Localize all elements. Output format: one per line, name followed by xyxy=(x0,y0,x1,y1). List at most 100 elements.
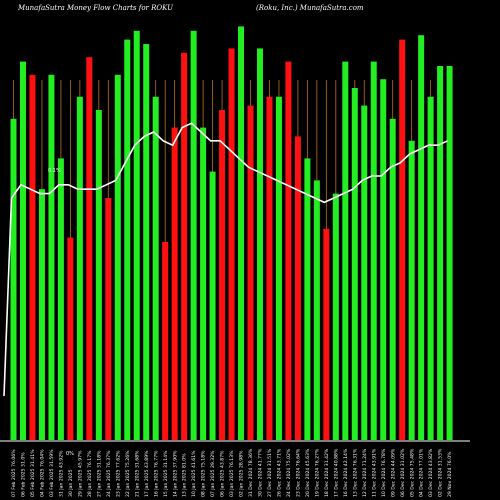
money-flow-bar xyxy=(219,110,226,440)
x-axis-label: 08 Jan 2025 75.18% xyxy=(201,450,207,497)
money-flow-bar xyxy=(304,158,311,440)
x-axis-label: 03 Dec 2024 43.82% xyxy=(428,448,434,497)
x-axis-label: 06 Jan 2025 43.87% xyxy=(220,450,226,497)
money-flow-bar xyxy=(48,74,55,441)
x-axis-label: 23 Jan 2025 77.62% xyxy=(115,450,121,497)
x-axis-label: 23 Dec 2024 76.64% xyxy=(296,448,302,497)
x-axis-label: 14 Jan 2025 37.90% xyxy=(172,450,178,497)
x-axis-label: 21 Jan 2025 31.68% xyxy=(134,450,140,497)
money-flow-bar xyxy=(181,52,188,441)
money-flow-bar xyxy=(95,110,102,440)
x-axis-label: 02 Jan 2025 28.98% xyxy=(239,450,245,497)
x-axis-label: 26 Dec 2024 43.71% xyxy=(277,448,283,497)
money-flow-bar xyxy=(446,66,453,440)
x-axis-label: 17 Jan 2025 43.89% xyxy=(144,450,150,497)
axis-label-bottom: 0% xyxy=(66,451,74,457)
x-axis-label: 19 Dec 2024 76.27% xyxy=(314,448,320,497)
x-axis-label: 27 Jan 2025 31.18% xyxy=(96,450,102,497)
money-flow-bar xyxy=(361,105,368,440)
money-flow-bar xyxy=(143,44,150,440)
chart-subtitle: (Roku, Inc.) MunafaSutra.com xyxy=(256,4,364,12)
money-flow-bar xyxy=(323,228,330,440)
money-flow-bar xyxy=(76,96,83,441)
money-flow-bar xyxy=(29,74,36,441)
money-flow-bar xyxy=(370,61,377,440)
x-axis-label: 12 Dec 2024 71.24% xyxy=(362,448,368,497)
x-axis-label: 03 Jan 2025 76.13% xyxy=(229,450,235,497)
x-axis-label: 09 Dec 2024 44.09% xyxy=(390,448,396,497)
x-axis-label: 16 Jan 2025 76.77% xyxy=(153,450,159,497)
x-axis-labels: 07 Feb 2025 76.06% 06 Feb 2025 31.0% 05 Fe… xyxy=(11,448,453,497)
x-axis-label: 28 Jan 2025 76.17% xyxy=(87,450,93,497)
x-axis-label: 31 Jan 2025 43.92% xyxy=(59,450,65,497)
x-axis-label: 18 Dec 2024 31.42% xyxy=(324,448,330,497)
x-axis-label: 30 Jan 2025 xyxy=(68,469,74,497)
money-flow-bar xyxy=(437,66,444,440)
money-flow-bar xyxy=(238,26,245,441)
money-flow-bar xyxy=(38,189,45,440)
x-axis-label: 15 Jan 2025 31.14% xyxy=(163,450,169,497)
money-flow-bar xyxy=(285,61,292,440)
chart-title: MunafaSutra Money Flow Charts for ROKU xyxy=(18,4,174,12)
x-axis-label: 07 Feb 2025 76.06% xyxy=(11,449,17,497)
x-axis-label: 13 Dec 2024 76.31% xyxy=(352,448,358,497)
money-flow-bar xyxy=(408,140,415,441)
money-flow-bar xyxy=(152,96,159,441)
money-flow-bar xyxy=(228,48,235,441)
money-flow-bar xyxy=(256,48,263,441)
x-axis-label: 13 Jan 2025 81.0% xyxy=(182,453,188,497)
x-axis-label: 22 Jan 2025 75.26% xyxy=(125,450,131,497)
money-flow-bar xyxy=(399,39,406,440)
axis-label-top: 0.1% xyxy=(48,168,61,174)
money-flow-bar xyxy=(190,30,197,441)
x-axis-label: 05 Dec 2024 75.48% xyxy=(409,448,415,497)
money-flow-bar xyxy=(171,127,178,440)
x-axis-label: 29 Nov 2024 76.0% xyxy=(447,451,453,497)
x-axis-label: 24 Jan 2025 76.37% xyxy=(106,450,112,497)
money-flow-bar xyxy=(275,96,282,441)
money-flow-bar xyxy=(10,118,17,441)
x-axis-label: 17 Dec 2024 40.88% xyxy=(333,448,339,497)
x-axis-label: 05 Feb 2025 31.41% xyxy=(30,449,36,497)
money-flow-bar xyxy=(313,180,320,440)
x-axis-label: 16 Dec 2024 42.14% xyxy=(343,448,349,497)
x-axis-label: 02 Dec 2024 31.53% xyxy=(438,448,444,497)
money-flow-bar xyxy=(294,136,301,440)
money-flow-bar xyxy=(266,96,273,441)
money-flow-bar xyxy=(332,193,339,440)
money-flow-bar xyxy=(105,198,112,440)
x-axis-label: 11 Dec 2024 43.91% xyxy=(371,448,377,497)
money-flow-bar xyxy=(380,79,387,440)
money-flow-bar xyxy=(200,127,207,440)
money-flow-bar xyxy=(114,74,121,441)
money-flow-bar xyxy=(427,96,434,441)
money-flow-bar xyxy=(247,105,254,440)
money-flow-bar xyxy=(342,61,349,440)
x-axis-label: 04 Dec 2024 77.01% xyxy=(419,448,425,497)
money-flow-bar xyxy=(162,242,169,440)
x-axis-label: 10 Jan 2025 41.61% xyxy=(191,450,197,497)
x-axis-label: 31 Dec 2024 78.36% xyxy=(248,448,254,497)
money-flow-bar xyxy=(124,39,131,440)
money-flow-bar xyxy=(209,171,216,440)
money-flow-bar xyxy=(86,57,93,440)
money-flow-bar xyxy=(133,30,140,441)
x-axis-label: 10 Dec 2024 76.78% xyxy=(381,448,387,497)
x-axis-label: 03 Feb 2025 31.59% xyxy=(49,449,55,497)
x-axis-label: 04 Feb 2025 76.04% xyxy=(40,449,46,497)
x-axis-label: 20 Dec 2024 45.63% xyxy=(305,448,311,497)
price-line xyxy=(3,122,448,397)
money-flow-bar xyxy=(19,61,26,440)
money-flow-bar xyxy=(57,158,64,440)
money-flow-bar xyxy=(418,35,425,440)
money-flow-bars xyxy=(10,26,453,441)
x-axis-label: 07 Jan 2025 29.32% xyxy=(210,450,216,497)
x-axis-label: 29 Jan 2025 45.97% xyxy=(77,450,83,497)
money-flow-bar xyxy=(67,237,74,440)
x-axis-label: 30 Dec 2024 41.77% xyxy=(258,448,264,497)
money-flow-bar xyxy=(389,118,396,441)
x-axis-label: 24 Dec 2024 75.02% xyxy=(286,448,292,497)
money-flow-bar xyxy=(351,88,358,440)
x-axis-label: 27 Dec 2024 31.51% xyxy=(267,448,273,497)
